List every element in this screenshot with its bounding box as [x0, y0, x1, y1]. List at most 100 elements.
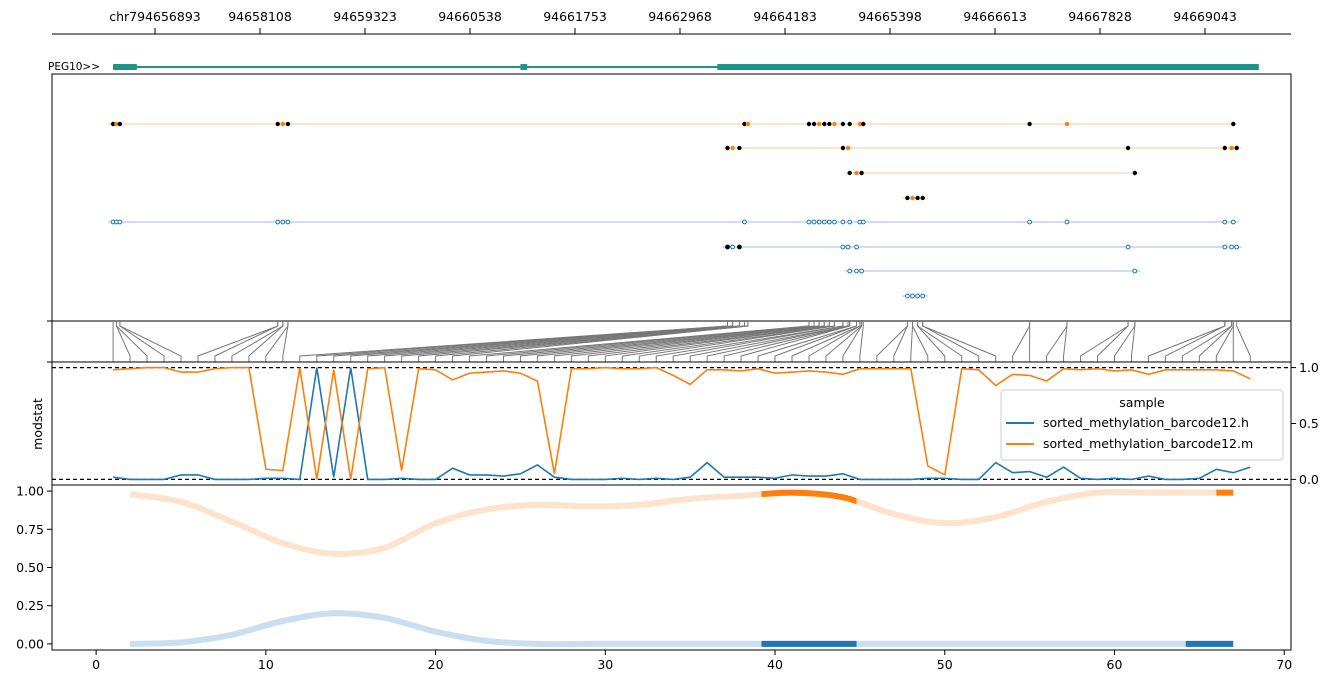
connector-line — [917, 321, 963, 362]
connector-line — [1164, 321, 1226, 362]
read-call-h — [1234, 244, 1240, 250]
connector-line — [1198, 321, 1233, 362]
connector-line — [452, 321, 749, 362]
connector-line — [706, 321, 849, 362]
smoothed-ytick-label: 0.75 — [16, 522, 44, 537]
read-call-h — [1222, 244, 1228, 250]
read-call-m — [816, 121, 822, 127]
read-call-m — [1222, 145, 1228, 151]
read-level-panel-frame — [51, 73, 1292, 322]
read-call-h — [910, 293, 915, 299]
coord-tick-label: 94669043 — [1173, 9, 1237, 24]
modstat-ytick-label: 1.0 — [1299, 360, 1319, 375]
read-call-m — [827, 121, 832, 127]
legend-box — [1000, 389, 1284, 461]
read-call-h — [725, 244, 730, 250]
gene-label: PEG10>> — [48, 61, 100, 73]
read-call-h — [920, 293, 926, 299]
connector-line — [672, 321, 844, 362]
connector-line — [1080, 321, 1129, 362]
read-call-m — [1064, 121, 1070, 127]
read-call-m — [859, 170, 864, 176]
connector-line — [1097, 321, 1129, 362]
read-call-m — [730, 145, 735, 151]
modstat-ytick-label: 0.0 — [1299, 472, 1319, 487]
coord-tick-label: 94664183 — [753, 9, 817, 24]
coord-tick-label: 94666613 — [963, 9, 1027, 24]
connector-line — [316, 321, 729, 362]
connector-line — [570, 321, 825, 362]
read-call-h — [1027, 219, 1033, 225]
read-call-h — [742, 219, 747, 225]
read-call-m — [857, 121, 863, 127]
connector-line — [1012, 321, 1031, 362]
smoothed-ytick-label: 0.50 — [16, 560, 44, 575]
read-call-h — [811, 219, 817, 225]
connector-line — [282, 321, 289, 362]
read-call-h — [847, 219, 853, 225]
connector-lines — [112, 321, 1251, 362]
read-call-h — [730, 244, 736, 250]
read-call-m — [854, 170, 859, 176]
connector-line — [910, 321, 914, 362]
legend-label-m: sorted_methylation_barcode12.m — [1043, 436, 1253, 451]
read-call-h — [826, 219, 832, 225]
modstat-series-line — [113, 366, 1251, 480]
read-call-m — [725, 145, 730, 151]
read-call-m — [1231, 121, 1236, 127]
connector-line — [808, 321, 861, 362]
read-call-m — [1027, 121, 1032, 127]
connector-line — [740, 321, 851, 362]
coord-tick-label: chr794656893 — [109, 9, 201, 24]
read-call-h — [854, 244, 859, 250]
read-call-h — [1222, 219, 1228, 225]
read-call-m — [811, 121, 817, 127]
smoothed-xtick-label: 70 — [1276, 657, 1292, 672]
read-call-h — [854, 268, 859, 274]
connector-line — [1236, 321, 1251, 362]
connector-line — [842, 321, 863, 362]
read-call-m — [845, 145, 851, 151]
read-call-h — [840, 244, 846, 250]
modstat-ytick-label: 0.5 — [1299, 416, 1319, 431]
coord-tick-label: 94662968 — [648, 9, 712, 24]
read-call-h — [280, 219, 286, 225]
read-call-m — [1234, 145, 1239, 151]
coord-tick-label: 94658108 — [228, 9, 292, 24]
read-call-m — [847, 170, 852, 176]
smoothed-panel-frame — [51, 484, 1292, 651]
read-call-m — [861, 121, 866, 127]
connector-line — [638, 321, 835, 362]
read-call-m — [832, 121, 837, 127]
read-call-h — [117, 219, 123, 225]
modstat-series-line — [112, 367, 1251, 481]
connector-line — [350, 321, 734, 362]
smoothed-xtick-label: 0 — [92, 657, 100, 672]
read-call-m — [915, 195, 920, 201]
gene-exon — [717, 64, 1259, 70]
read-call-h — [285, 219, 291, 225]
smoothed-band-m — [129, 488, 1234, 557]
coord-tick-label: 94661753 — [543, 9, 607, 24]
read-call-m — [114, 121, 119, 127]
read-call-m — [745, 121, 751, 127]
read-call-m — [840, 121, 846, 127]
connector-line — [248, 321, 284, 362]
read-call-m — [1132, 170, 1138, 176]
connector-line — [912, 321, 929, 362]
read-call-m — [117, 121, 123, 127]
connector-line — [922, 321, 997, 362]
connector-line — [384, 321, 740, 362]
read-call-h — [1132, 268, 1138, 274]
read-call-h — [832, 219, 837, 225]
smoothed-xtick-label: 60 — [1107, 657, 1123, 672]
legend-title: sample — [1119, 395, 1165, 410]
read-call-m — [1229, 145, 1234, 151]
connector-line — [604, 321, 830, 362]
connector-line — [214, 321, 279, 362]
read-call-h — [860, 219, 866, 225]
connector-line — [119, 321, 165, 362]
read-call-h — [736, 244, 742, 250]
modstat-plot: 0.0 0.5 1.0 — [52, 360, 1319, 487]
read-call-m — [110, 121, 116, 127]
